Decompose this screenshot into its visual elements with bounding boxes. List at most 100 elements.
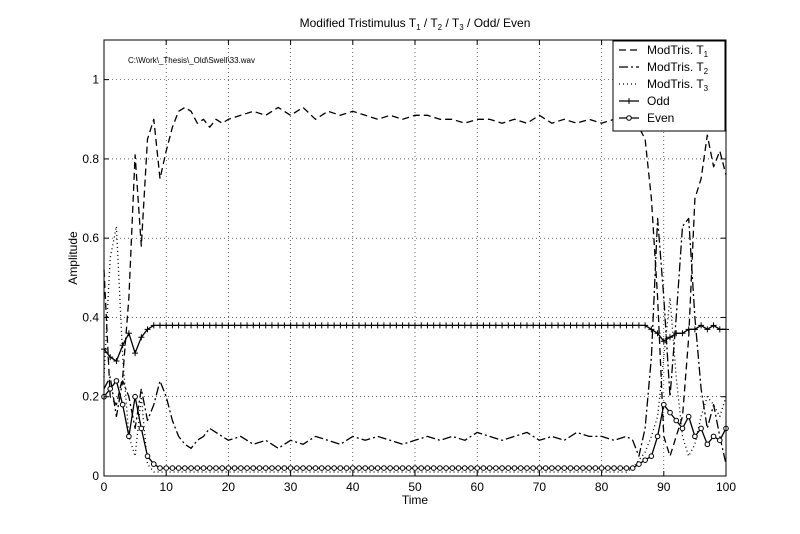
- data-point: [387, 465, 393, 471]
- data-point: [635, 322, 642, 329]
- data-point: [337, 322, 344, 329]
- data-point: [555, 465, 561, 471]
- x-tick-label: 80: [595, 480, 609, 494]
- data-point: [356, 322, 363, 329]
- data-point: [194, 322, 201, 329]
- data-point: [673, 330, 680, 337]
- data-point: [449, 465, 456, 471]
- data-point: [381, 465, 387, 471]
- y-tick-label: 1: [92, 73, 99, 87]
- data-point: [430, 322, 437, 329]
- y-tick-label: 0.4: [82, 310, 99, 324]
- data-point: [175, 322, 182, 329]
- data-point: [119, 342, 126, 349]
- data-point: [467, 322, 474, 329]
- x-tick-label: 100: [716, 480, 736, 494]
- data-point: [592, 322, 599, 329]
- file-path-annotation: C:\Work\_Thesis\_Old\Swell\33.wav: [128, 56, 255, 65]
- data-point: [412, 322, 418, 329]
- data-point: [698, 425, 704, 432]
- data-point: [113, 378, 120, 384]
- data-point: [343, 322, 350, 329]
- series-even: [101, 378, 729, 471]
- data-point: [250, 465, 257, 471]
- data-point: [449, 322, 456, 329]
- data-point: [206, 322, 213, 329]
- data-point: [698, 322, 705, 329]
- data-point: [642, 457, 648, 463]
- data-point: [673, 417, 680, 424]
- data-point: [163, 322, 170, 329]
- data-point: [380, 322, 387, 329]
- data-point: [499, 322, 506, 329]
- data-point: [468, 465, 474, 471]
- data-point: [287, 322, 294, 329]
- data-point: [219, 322, 226, 329]
- chart-title: Modified Tristimulus T1 / T2 / T3 / Odd/…: [300, 16, 531, 32]
- data-point: [244, 465, 250, 471]
- data-point: [511, 322, 518, 329]
- data-point: [331, 465, 337, 471]
- data-point: [300, 465, 306, 471]
- data-point: [138, 334, 145, 341]
- data-point: [642, 322, 649, 329]
- series-modtris-t3: [103, 225, 727, 473]
- data-point: [567, 465, 574, 471]
- data-point: [350, 465, 356, 471]
- data-point: [573, 322, 580, 329]
- data-point: [604, 322, 611, 329]
- data-point: [592, 465, 599, 471]
- data-point: [244, 322, 251, 329]
- data-point: [523, 322, 530, 329]
- data-point: [163, 465, 169, 471]
- data-point: [418, 465, 425, 471]
- data-point: [424, 465, 431, 471]
- legend-marker: [626, 115, 632, 121]
- data-point: [679, 330, 686, 337]
- data-point: [200, 322, 207, 329]
- data-point: [629, 322, 636, 329]
- data-point: [567, 322, 574, 329]
- legend-entry-label: ModTris. T3: [647, 77, 709, 93]
- data-point: [125, 330, 132, 337]
- data-point: [499, 465, 505, 471]
- data-point: [430, 465, 437, 471]
- data-point: [685, 413, 692, 420]
- data-point: [579, 322, 586, 329]
- data-point: [275, 465, 281, 471]
- data-point: [306, 465, 313, 471]
- data-point: [486, 465, 493, 471]
- legend-marker: [626, 98, 632, 104]
- data-point: [704, 326, 711, 333]
- data-point: [144, 326, 151, 333]
- x-tick-label: 10: [160, 480, 174, 494]
- x-tick-label: 40: [346, 480, 360, 494]
- data-point: [611, 322, 618, 329]
- data-point: [107, 354, 114, 361]
- data-point: [393, 465, 400, 471]
- series-line: [103, 225, 727, 473]
- data-point: [269, 465, 275, 471]
- data-point: [493, 465, 499, 471]
- data-point: [573, 465, 580, 471]
- data-point: [188, 465, 194, 471]
- data-point: [156, 322, 163, 329]
- data-point: [231, 322, 238, 329]
- data-point: [474, 465, 481, 471]
- x-tick-label: 50: [408, 480, 422, 494]
- ticks: [103, 40, 727, 477]
- data-point: [710, 433, 717, 440]
- data-point: [374, 465, 381, 471]
- data-point: [716, 437, 723, 444]
- series-modtris-t2: [103, 217, 727, 465]
- data-point: [368, 322, 375, 329]
- data-point: [617, 322, 624, 329]
- data-point: [150, 461, 157, 467]
- y-tick-label: 0: [92, 469, 99, 483]
- data-point: [213, 465, 219, 471]
- data-point: [710, 322, 717, 329]
- data-point: [405, 322, 412, 329]
- data-point: [679, 425, 686, 432]
- data-point: [132, 350, 139, 357]
- data-point: [605, 465, 611, 471]
